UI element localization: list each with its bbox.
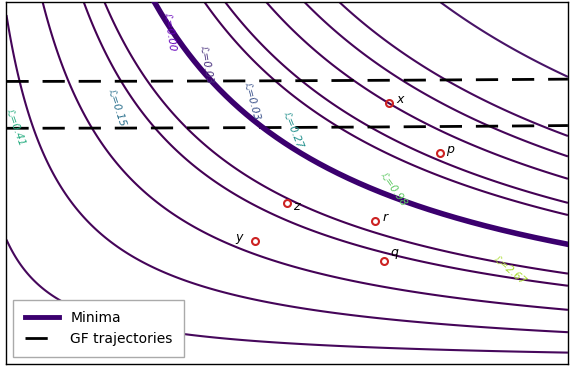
Line: GF trajectories: GF trajectories — [6, 79, 568, 81]
Text: r: r — [382, 211, 387, 224]
Text: ℒ=0.41: ℒ=0.41 — [4, 107, 27, 147]
GF trajectories — [307, 78, 314, 83]
GF trajectories — [337, 78, 344, 83]
GF trajectories — [270, 79, 276, 83]
Legend: Minima, GF trajectories: Minima, GF trajectories — [13, 300, 184, 357]
Text: z: z — [293, 200, 299, 213]
GF trajectories — [551, 77, 558, 82]
GF trajectories — [463, 78, 470, 82]
Text: p: p — [446, 143, 454, 156]
Text: ℒ=0.03: ℒ=0.03 — [241, 81, 261, 121]
Text: ℒ=0.27: ℒ=0.27 — [281, 110, 305, 150]
GF trajectories — [273, 79, 280, 83]
Text: ℒ=0.98: ℒ=0.98 — [378, 171, 409, 209]
Text: ℒ=0.15: ℒ=0.15 — [105, 87, 127, 128]
Text: y: y — [235, 231, 242, 244]
Text: q: q — [390, 246, 398, 259]
Text: x: x — [396, 93, 404, 106]
Text: ℒ=2.67: ℒ=2.67 — [491, 254, 528, 287]
GF trajectories — [3, 79, 10, 83]
Text: ℒ=0.00: ℒ=0.00 — [161, 11, 177, 52]
Text: ℒ=0.03: ℒ=0.03 — [198, 44, 215, 85]
GF trajectories — [564, 77, 570, 81]
